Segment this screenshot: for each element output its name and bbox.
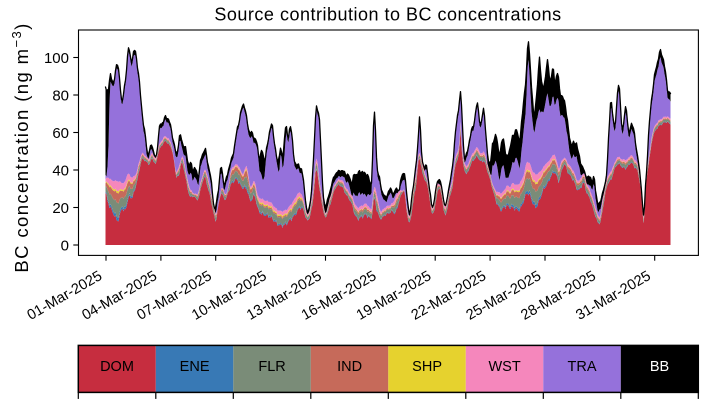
svg-text:BB: BB xyxy=(650,359,669,375)
svg-text:100: 100 xyxy=(44,50,69,67)
svg-text:FLR: FLR xyxy=(258,359,285,375)
svg-text:20: 20 xyxy=(52,200,69,217)
svg-text:40: 40 xyxy=(52,162,69,179)
svg-text:Source contribution to BC conc: Source contribution to BC concentrations xyxy=(214,5,561,25)
svg-text:ENE: ENE xyxy=(180,359,210,375)
svg-text:BC concentration (ng m−3): BC concentration (ng m−3) xyxy=(9,22,32,272)
svg-text:0: 0 xyxy=(61,237,69,254)
svg-text:WST: WST xyxy=(488,359,520,375)
svg-text:IND: IND xyxy=(337,359,362,375)
svg-text:DOM: DOM xyxy=(100,359,134,375)
svg-text:TRA: TRA xyxy=(568,359,597,375)
svg-text:60: 60 xyxy=(52,125,69,142)
svg-text:SHP: SHP xyxy=(412,359,442,375)
svg-text:80: 80 xyxy=(52,87,69,104)
